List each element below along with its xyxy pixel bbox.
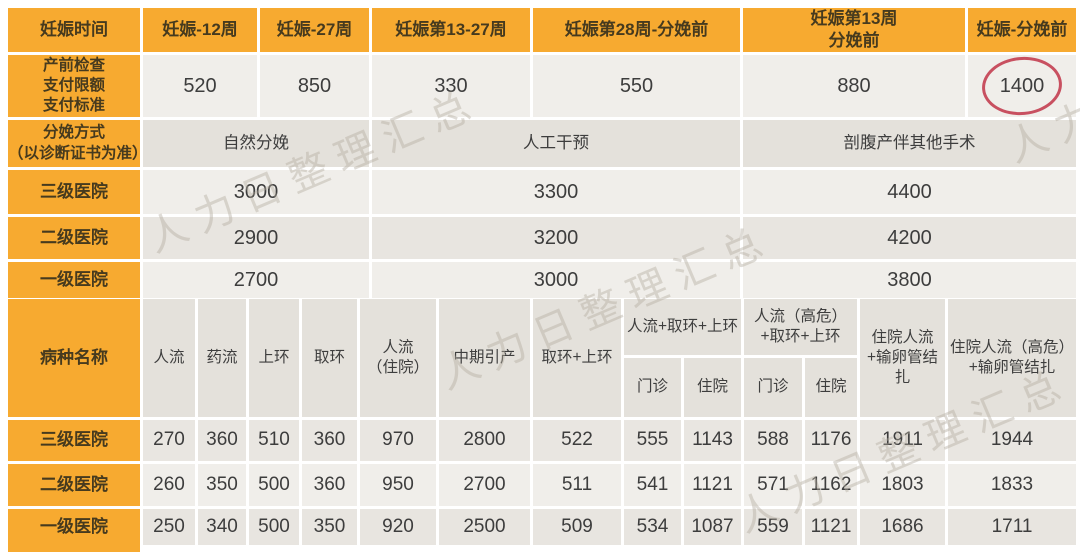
value-cell: 350 — [198, 464, 246, 506]
value-cell: 1121 — [684, 464, 741, 506]
value-cell: 360 — [302, 420, 357, 461]
value-cell: 3300 — [372, 170, 740, 214]
row-label-tier1: 一级医院 — [8, 509, 140, 545]
value-cell: 1087 — [684, 509, 741, 545]
value-cell: 1803 — [860, 464, 945, 506]
value-cell: 1911 — [860, 420, 945, 461]
value-cell: 330 — [372, 55, 530, 117]
sub-header-outpatient: 门诊 — [744, 358, 802, 417]
value-cell: 3800 — [743, 262, 1076, 298]
sub-header-outpatient: 门诊 — [624, 358, 681, 417]
value-cell: 571 — [744, 464, 802, 506]
value-cell: 340 — [198, 509, 246, 545]
col-header-inpatient-ligation: 住院人流+输卵管结扎 — [860, 299, 945, 417]
circled-value: 1400 — [999, 75, 1045, 97]
row-label-tier2: 二级医院 — [8, 464, 140, 506]
value-cell: 1833 — [948, 464, 1076, 506]
value-cell: 3000 — [372, 262, 740, 298]
value-cell: 555 — [624, 420, 681, 461]
row-label-tier3: 三级医院 — [8, 170, 140, 214]
value-cell: 3200 — [372, 217, 740, 259]
value-cell: 1944 — [948, 420, 1076, 461]
col-header-removal-insert: 取环+上环 — [533, 299, 621, 417]
value-cell: 270 — [143, 420, 195, 461]
pregnancy-payment-table: 妊娠时间 妊娠-12周 妊娠-27周 妊娠第13-27周 妊娠第28周-分娩前 … — [8, 8, 1076, 298]
method-natural: 自然分娩 — [143, 120, 369, 167]
value-cell: 850 — [260, 55, 369, 117]
group-header-highrisk-combo: 人流（高危）+取环+上环 — [744, 299, 857, 355]
sub-header-inpatient: 住院 — [684, 358, 741, 417]
col-header-iud-insert: 上环 — [249, 299, 299, 417]
col-header-medical-abortion: 药流 — [198, 299, 246, 417]
value-cell: 588 — [744, 420, 802, 461]
value-cell: 509 — [533, 509, 621, 545]
method-cesarean: 剖腹产伴其他手术 — [743, 120, 1076, 167]
sub-header-inpatient: 住院 — [805, 358, 857, 417]
value-cell: 541 — [624, 464, 681, 506]
col-header-midterm-induction: 中期引产 — [439, 299, 530, 417]
row-label-tier2: 二级医院 — [8, 217, 140, 259]
value-cell: 1143 — [684, 420, 741, 461]
value-cell: 1121 — [805, 509, 857, 545]
value-cell: 2500 — [439, 509, 530, 545]
corner-header: 妊娠时间 — [8, 8, 140, 52]
row-label-tier1: 一级医院 — [8, 262, 140, 298]
value-cell: 2800 — [439, 420, 530, 461]
value-cell: 1711 — [948, 509, 1076, 545]
value-cell: 559 — [744, 509, 802, 545]
col-header-week13-27: 妊娠第13-27周 — [372, 8, 530, 52]
value-cell: 4400 — [743, 170, 1076, 214]
value-cell: 1162 — [805, 464, 857, 506]
value-cell: 1686 — [860, 509, 945, 545]
value-cell: 2700 — [439, 464, 530, 506]
highlight-ellipse — [979, 53, 1065, 119]
value-cell: 250 — [143, 509, 195, 545]
col-header-abortion-inpatient: 人流 （住院） — [360, 299, 436, 417]
value-cell-circled: 1400 — [968, 53, 1076, 119]
value-cell: 520 — [143, 55, 257, 117]
col-header-week12: 妊娠-12周 — [143, 8, 257, 52]
value-cell: 950 — [360, 464, 436, 506]
value-cell: 4200 — [743, 217, 1076, 259]
col-header-week13-delivery: 妊娠第13周 分娩前 — [743, 8, 965, 52]
orange-strip — [8, 545, 140, 552]
col-header-week27: 妊娠-27周 — [260, 8, 369, 52]
col-header-iud-removal: 取环 — [302, 299, 357, 417]
value-cell: 360 — [302, 464, 357, 506]
group-header-abortion-combo: 人流+取环+上环 — [624, 299, 741, 355]
col-header-highrisk-ligation: 住院人流（高危）+输卵管结扎 — [948, 299, 1076, 417]
value-cell: 350 — [302, 509, 357, 545]
value-cell: 260 — [143, 464, 195, 506]
value-cell: 522 — [533, 420, 621, 461]
row-label-prenatal: 产前检查 支付限额 支付标准 — [8, 55, 140, 117]
col-header-week28-delivery: 妊娠第28周-分娩前 — [533, 8, 740, 52]
value-cell: 880 — [743, 55, 965, 117]
corner-header-disease: 病种名称 — [8, 299, 140, 417]
row-label-delivery-method: 分娩方式 （以诊断证书为准） — [8, 120, 148, 167]
value-cell: 360 — [198, 420, 246, 461]
value-cell: 2700 — [143, 262, 369, 298]
value-cell: 510 — [249, 420, 299, 461]
value-cell: 511 — [533, 464, 621, 506]
value-cell: 534 — [624, 509, 681, 545]
method-assisted: 人工干预 — [372, 120, 740, 167]
value-cell: 1176 — [805, 420, 857, 461]
value-cell: 500 — [249, 509, 299, 545]
value-cell: 970 — [360, 420, 436, 461]
value-cell: 2900 — [143, 217, 369, 259]
value-cell: 500 — [249, 464, 299, 506]
value-cell: 920 — [360, 509, 436, 545]
value-cell: 3000 — [143, 170, 369, 214]
row-label-tier3: 三级医院 — [8, 420, 140, 461]
col-header-delivery: 妊娠-分娩前 — [968, 8, 1076, 52]
col-header-abortion: 人流 — [143, 299, 195, 417]
value-cell: 550 — [533, 55, 740, 117]
disease-type-table: 病种名称 人流 药流 上环 取环 人流 （住院） 中期引产 取环+上环 人流+取… — [8, 299, 1076, 545]
